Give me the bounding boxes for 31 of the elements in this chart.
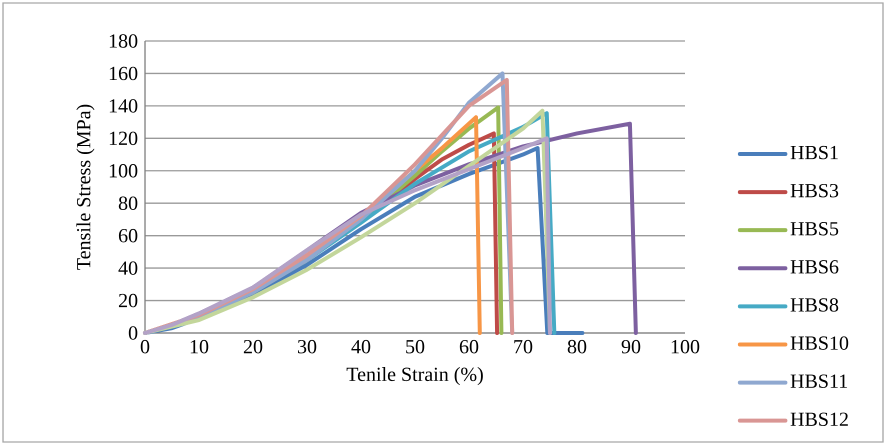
x-tick-label: 80 <box>568 340 586 354</box>
x-tick-label: 100 <box>672 340 700 354</box>
legend-label: HBS6 <box>790 260 838 274</box>
legend-label: HBS5 <box>790 222 838 236</box>
y-tick-label: 80 <box>118 196 138 210</box>
y-tick-label: 60 <box>118 228 138 242</box>
x-tick-label: 40 <box>351 340 370 354</box>
x-tick-label: 60 <box>460 340 478 354</box>
x-tick-label: 0 <box>140 340 150 354</box>
y-tick-label: 140 <box>110 99 138 113</box>
legend-label: HBS10 <box>790 336 848 350</box>
x-tick-label: 10 <box>190 340 208 354</box>
x-tick-label: 70 <box>514 340 532 354</box>
legend-label: HBS1 <box>790 146 838 160</box>
legend-label: HBS11 <box>790 374 848 388</box>
x-tick-label: 50 <box>406 340 424 354</box>
y-axis-title: Tensile Stress (MPa) <box>76 104 94 270</box>
x-tick-label: 90 <box>622 340 640 354</box>
y-tick-label: 180 <box>110 34 138 48</box>
x-axis-title: Tenile Strain (%) <box>346 367 483 386</box>
y-tick-label: 0 <box>128 326 138 340</box>
x-tick-label: 20 <box>244 340 262 354</box>
legend-label: HBS12 <box>790 412 848 426</box>
y-tick-label: 20 <box>118 294 138 308</box>
y-tick-label: 120 <box>110 132 138 146</box>
y-tick-label: 100 <box>110 164 138 178</box>
y-tick-label: 40 <box>118 261 138 275</box>
legend-label: HBS8 <box>790 298 838 312</box>
y-tick-label: 160 <box>110 66 138 80</box>
x-tick-label: 30 <box>298 340 316 354</box>
legend-label: HBS3 <box>790 184 838 198</box>
